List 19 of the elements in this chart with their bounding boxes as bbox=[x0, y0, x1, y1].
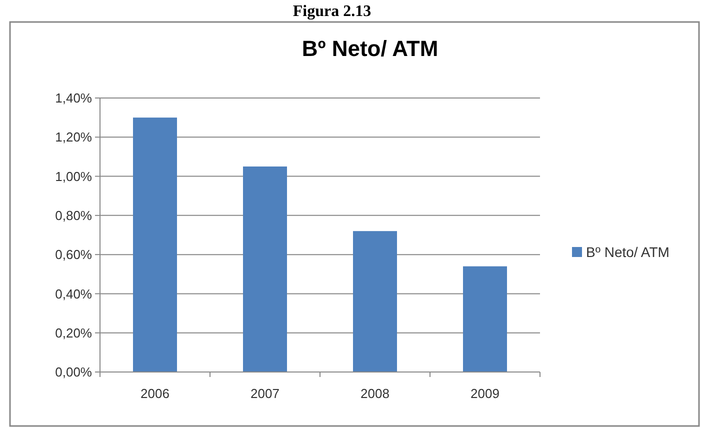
y-tick-label: 0,00% bbox=[55, 364, 92, 380]
y-tick-label: 0,20% bbox=[55, 325, 92, 340]
bar bbox=[463, 266, 507, 372]
text: Figura 2.13 bbox=[292, 3, 372, 20]
legend-label: Bº Neto/ ATM bbox=[586, 244, 670, 260]
y-tick-label: 0,80% bbox=[55, 208, 92, 223]
bar bbox=[243, 166, 287, 372]
y-tick-label: 0,40% bbox=[55, 286, 92, 302]
y-tick-label: 0,60% bbox=[55, 247, 92, 262]
x-tick-label: 2009 bbox=[470, 386, 500, 401]
y-tick-label: 1,20% bbox=[55, 130, 92, 145]
chart-title: Bº Neto/ ATM bbox=[302, 36, 438, 61]
x-tick-label: 2007 bbox=[250, 386, 280, 401]
x-tick-label: 2006 bbox=[140, 386, 170, 401]
bar bbox=[133, 118, 177, 372]
x-tick-label: 2008 bbox=[360, 386, 390, 401]
bar bbox=[353, 231, 397, 372]
y-tick-label: 1,00% bbox=[55, 168, 92, 184]
y-tick-label: 1,40% bbox=[55, 90, 92, 106]
